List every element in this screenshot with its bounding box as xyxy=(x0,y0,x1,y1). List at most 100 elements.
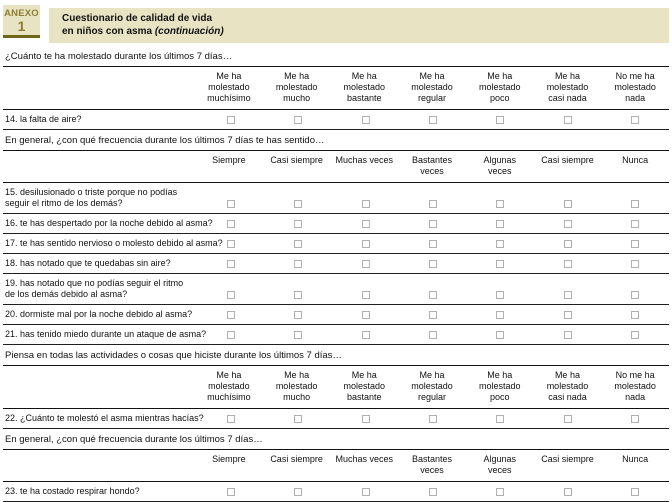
checkbox[interactable] xyxy=(496,200,505,208)
checkbox[interactable] xyxy=(361,291,370,299)
checkbox[interactable] xyxy=(631,331,640,339)
checkbox[interactable] xyxy=(361,331,370,339)
checkbox[interactable] xyxy=(631,240,640,248)
checkbox[interactable] xyxy=(496,260,505,268)
checkbox[interactable] xyxy=(294,331,303,339)
checkbox[interactable] xyxy=(428,415,437,423)
response-cell xyxy=(264,291,331,304)
response-header-row: Siempre Casi siempre Muchas veces Bastan… xyxy=(3,450,669,482)
response-option-label: Casi siempre xyxy=(541,155,594,165)
response-cell xyxy=(197,415,264,428)
checkbox[interactable] xyxy=(226,220,235,228)
response-cell xyxy=(197,331,264,344)
response-cell xyxy=(534,240,601,253)
response-cell xyxy=(264,488,331,501)
checkbox[interactable] xyxy=(428,311,437,319)
checkbox[interactable] xyxy=(563,488,572,496)
checkbox[interactable] xyxy=(294,116,303,124)
checkbox[interactable] xyxy=(428,200,437,208)
checkbox[interactable] xyxy=(496,116,505,124)
checkbox[interactable] xyxy=(294,291,303,299)
response-cell xyxy=(332,220,399,233)
section-intro: Piensa en todas las actividades o cosas … xyxy=(3,345,669,366)
checkbox[interactable] xyxy=(428,240,437,248)
response-option-label: Algunas veces xyxy=(483,454,516,475)
checkbox[interactable] xyxy=(226,488,235,496)
checkbox[interactable] xyxy=(294,260,303,268)
checkbox[interactable] xyxy=(226,200,235,208)
response-cell xyxy=(534,331,601,344)
checkbox[interactable] xyxy=(563,331,572,339)
checkbox[interactable] xyxy=(496,415,505,423)
checkbox[interactable] xyxy=(631,415,640,423)
response-header-row: Siempre Casi siempre Muchas veces Bastan… xyxy=(3,151,669,183)
checkbox[interactable] xyxy=(496,240,505,248)
checkbox[interactable] xyxy=(361,220,370,228)
checkbox[interactable] xyxy=(361,260,370,268)
checkbox[interactable] xyxy=(496,488,505,496)
checkbox[interactable] xyxy=(226,260,235,268)
checkbox[interactable] xyxy=(428,488,437,496)
checkbox[interactable] xyxy=(294,200,303,208)
checkbox[interactable] xyxy=(361,200,370,208)
checkbox[interactable] xyxy=(226,415,235,423)
checkbox[interactable] xyxy=(563,415,572,423)
checkbox[interactable] xyxy=(428,260,437,268)
checkbox[interactable] xyxy=(428,220,437,228)
checkbox[interactable] xyxy=(294,488,303,496)
checkbox[interactable] xyxy=(631,291,640,299)
checkbox[interactable] xyxy=(563,200,572,208)
checkbox[interactable] xyxy=(428,331,437,339)
response-cell xyxy=(399,116,466,129)
checkbox[interactable] xyxy=(563,291,572,299)
response-cell xyxy=(264,116,331,129)
response-cell xyxy=(602,415,669,428)
checkbox[interactable] xyxy=(361,240,370,248)
checkbox[interactable] xyxy=(294,415,303,423)
checkbox[interactable] xyxy=(428,116,437,124)
checkbox[interactable] xyxy=(563,311,572,319)
question-row: 23. te ha costado respirar hondo? xyxy=(3,482,669,502)
response-cell xyxy=(197,291,264,304)
checkbox[interactable] xyxy=(563,116,572,124)
response-cell xyxy=(534,291,601,304)
response-cell xyxy=(399,260,466,273)
response-cell xyxy=(602,240,669,253)
checkbox[interactable] xyxy=(496,311,505,319)
checkbox[interactable] xyxy=(496,331,505,339)
checkbox[interactable] xyxy=(631,311,640,319)
question-row: 17. te has sentido nervioso o molesto de… xyxy=(3,234,669,254)
checkbox[interactable] xyxy=(631,116,640,124)
checkbox[interactable] xyxy=(631,488,640,496)
checkbox[interactable] xyxy=(631,260,640,268)
checkbox[interactable] xyxy=(226,291,235,299)
response-option-label: Algunas veces xyxy=(483,155,516,176)
checkbox[interactable] xyxy=(631,200,640,208)
section-intro: En general, ¿con qué frecuencia durante … xyxy=(3,130,669,151)
response-cell xyxy=(534,415,601,428)
response-cell xyxy=(602,200,669,213)
checkbox[interactable] xyxy=(361,488,370,496)
checkbox[interactable] xyxy=(563,240,572,248)
question-text: 16. te has despertado por la noche debid… xyxy=(5,218,213,228)
checkbox[interactable] xyxy=(428,291,437,299)
response-option-label: Bastantes veces xyxy=(412,454,453,475)
checkbox[interactable] xyxy=(294,240,303,248)
checkbox[interactable] xyxy=(563,260,572,268)
response-option-label: Nunca xyxy=(622,454,649,464)
response-cell xyxy=(534,311,601,324)
checkbox[interactable] xyxy=(496,291,505,299)
checkbox[interactable] xyxy=(496,220,505,228)
checkbox[interactable] xyxy=(294,311,303,319)
checkbox[interactable] xyxy=(563,220,572,228)
response-cell xyxy=(399,240,466,253)
checkbox[interactable] xyxy=(294,220,303,228)
checkbox[interactable] xyxy=(361,311,370,319)
checkbox[interactable] xyxy=(226,331,235,339)
checkbox[interactable] xyxy=(226,116,235,124)
checkbox[interactable] xyxy=(226,240,235,248)
checkbox[interactable] xyxy=(361,415,370,423)
checkbox[interactable] xyxy=(631,220,640,228)
checkbox[interactable] xyxy=(226,311,235,319)
checkbox[interactable] xyxy=(361,116,370,124)
